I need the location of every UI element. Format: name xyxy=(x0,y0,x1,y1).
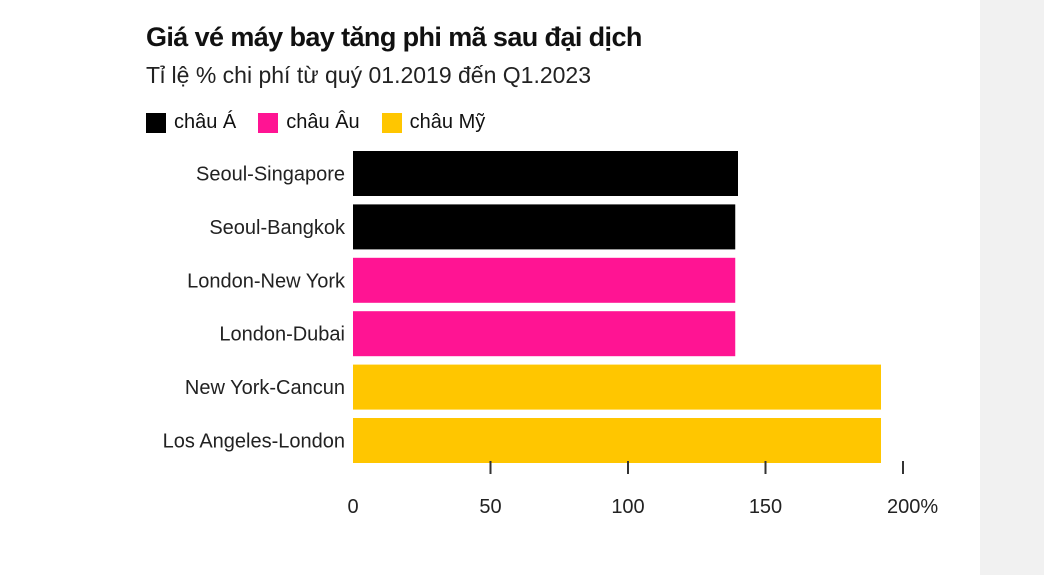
bar xyxy=(353,364,881,410)
bar xyxy=(353,311,736,357)
chart-title: Giá vé máy bay tăng phi mã sau đại dịch xyxy=(146,22,642,52)
chart-subtitle: Tỉ lệ % chi phí từ quý 01.2019 đến Q1.20… xyxy=(146,62,592,88)
legend: châu Á châu Âu châu Mỹ xyxy=(146,111,507,134)
category-label: London-Dubai xyxy=(219,324,345,346)
legend-item-chau-my: châu Mỹ xyxy=(381,111,486,134)
legend-swatch xyxy=(381,112,402,133)
legend-label: châu Á xyxy=(174,111,237,133)
legend-item-chau-au: châu Âu xyxy=(258,111,360,134)
category-label: Seoul-Bangkok xyxy=(209,217,346,239)
right-margin-strip xyxy=(980,0,1044,575)
legend-label: châu Mỹ xyxy=(409,111,486,133)
category-label: Seoul-Singapore xyxy=(196,164,345,186)
bar xyxy=(353,418,881,463)
legend-swatch xyxy=(146,112,166,133)
bar xyxy=(353,204,736,250)
bar xyxy=(353,257,736,303)
x-tick-label: 150 xyxy=(749,496,782,518)
category-label: New York-Cancun xyxy=(185,377,345,399)
legend-item-chau-a: châu Á xyxy=(146,111,236,134)
x-tick-label: 100 xyxy=(611,496,644,518)
x-tick-label: 200% xyxy=(887,496,938,518)
x-tick-label: 0 xyxy=(347,496,358,518)
category-label: Los Angeles-London xyxy=(163,431,345,453)
legend-swatch xyxy=(258,112,279,133)
category-label: London-New York xyxy=(187,270,346,292)
legend-label: châu Âu xyxy=(286,111,360,133)
x-tick-label: 50 xyxy=(479,496,501,518)
bar xyxy=(353,151,738,196)
